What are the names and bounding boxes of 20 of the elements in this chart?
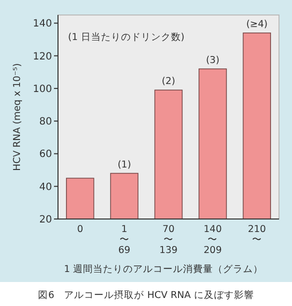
y-tick-label: 40 <box>39 182 52 193</box>
annotation: (1) <box>118 159 132 170</box>
y-axis-title: HCV RNA (meq x 10⁻⁵) <box>12 63 23 171</box>
y-tick-label: 100 <box>32 84 52 95</box>
x-axis-title: 1 週間当たりのアルコール消費量（グラム） <box>64 263 264 275</box>
y-tick-label: 20 <box>39 214 52 226</box>
y-tick-label: 60 <box>39 149 52 160</box>
caption: 図6 アルコール摂取が HCV RNA に及ぼす影響 <box>38 289 254 301</box>
x-tick-label: 70 〜 139 <box>159 224 178 256</box>
annotation: (1 日当たりのドリンク数) <box>68 31 184 43</box>
annotation: (≥4) <box>246 18 268 30</box>
y-tick-label: 140 <box>32 18 52 30</box>
y-tick-label: 80 <box>39 116 52 128</box>
x-tick-label: 1 〜 69 <box>118 224 130 256</box>
x-tick-label: 140 〜 209 <box>204 224 222 256</box>
x-tick-label: 0 <box>77 224 84 235</box>
x-tick-label: 210 〜 <box>248 224 266 246</box>
annotation: (2) <box>162 76 176 88</box>
annotation: (3) <box>206 54 220 66</box>
y-tick-label: 120 <box>32 51 52 62</box>
